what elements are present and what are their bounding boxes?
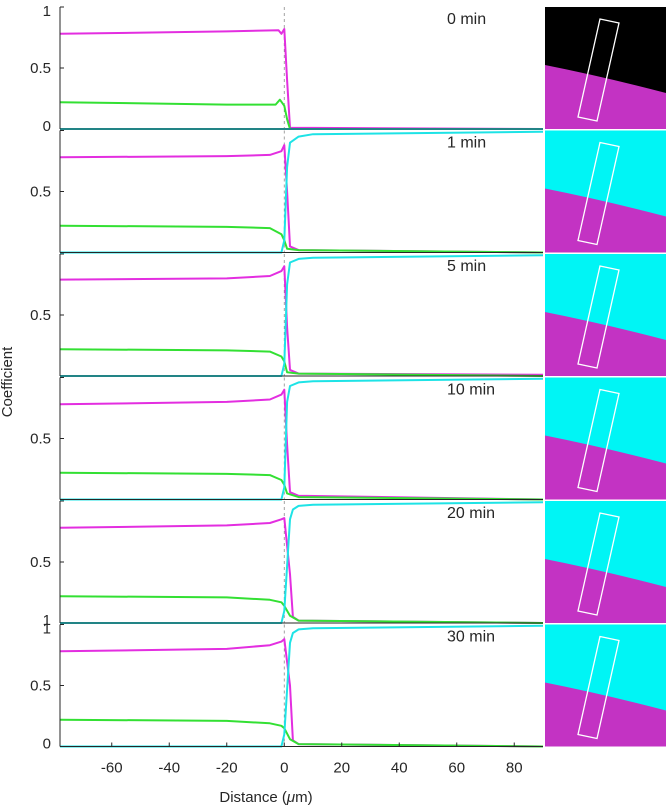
panel-time-label: 30 min xyxy=(447,629,495,646)
y-tick-label: 1 xyxy=(43,3,51,20)
x-tick-label: 60 xyxy=(448,760,465,777)
inset-roi-box xyxy=(577,18,620,122)
x-axis-label-prefix: Distance ( xyxy=(219,789,287,806)
y-tick-label: 0 xyxy=(43,118,51,135)
series-cyan-line xyxy=(60,624,544,748)
series-magenta-line xyxy=(59,517,544,624)
x-tick-label: 40 xyxy=(391,760,408,777)
y-tick-label: 0.5 xyxy=(30,184,51,201)
y-tick-label: 0.5 xyxy=(30,678,51,695)
inset-magenta-region xyxy=(545,312,666,376)
x-axis-label-suffix: m) xyxy=(295,789,313,806)
inset-roi-box xyxy=(577,265,620,369)
y-tick-label: 0.5 xyxy=(30,431,51,448)
x-axis-label: Distance (μm) xyxy=(219,789,312,806)
inset-magenta-region xyxy=(545,559,666,623)
x-tick-label: -40 xyxy=(158,760,180,777)
series-green-line xyxy=(59,718,544,748)
inset-5 xyxy=(545,624,666,747)
x-axis: -60 -40 -20 0 20 40 60 80 xyxy=(101,742,523,777)
panel-1: 0.5 1 min xyxy=(30,130,544,254)
x-tick-label: 20 xyxy=(333,760,350,777)
series-green-line xyxy=(59,471,544,501)
series-green-line xyxy=(59,224,544,254)
inset-4 xyxy=(545,501,666,623)
inset-magenta-region xyxy=(545,188,666,253)
y-tick-label: 0.5 xyxy=(30,554,51,571)
series-magenta-line xyxy=(59,144,544,254)
panel-3: 0.5 10 min xyxy=(30,377,544,501)
panel-0: 1 0.5 0 0 min xyxy=(30,3,544,135)
series-green-line xyxy=(59,595,544,624)
panel-time-label: 10 min xyxy=(447,382,495,399)
inset-magenta-region xyxy=(545,435,666,500)
series-magenta-line xyxy=(59,265,544,376)
insets-group xyxy=(545,7,666,747)
inset-roi-box xyxy=(577,388,620,493)
inset-roi-box xyxy=(577,141,620,246)
inset-2 xyxy=(545,254,666,376)
series-cyan-line xyxy=(60,377,544,501)
inset-0 xyxy=(545,7,666,129)
series-green-line xyxy=(59,348,544,377)
y-tick-label: 0.5 xyxy=(30,60,51,77)
series-magenta-line xyxy=(59,388,544,501)
y-tick-label: 0 xyxy=(43,736,51,753)
y-tick-label: 0.5 xyxy=(30,307,51,324)
series-magenta-line xyxy=(59,28,544,130)
panel-2: 0.5 5 min xyxy=(30,253,544,377)
inset-roi-box xyxy=(577,635,620,740)
series-cyan-line xyxy=(60,130,544,254)
x-tick-label: -60 xyxy=(101,760,123,777)
x-tick-label: 0 xyxy=(280,760,288,777)
panels-group: 1 0.5 0 0 min 0.5 1 min 0.5 5 min 0.5 10 min 0.5 1 2… xyxy=(30,3,544,753)
series-cyan-line xyxy=(60,501,544,624)
panel-time-label: 20 min xyxy=(447,505,495,522)
panel-4: 0.5 1 20 min xyxy=(30,500,544,629)
x-tick-label: 80 xyxy=(506,760,523,777)
y-axis-label: Coefficient xyxy=(0,346,16,417)
inset-magenta-region xyxy=(545,65,666,129)
series-magenta-line xyxy=(59,638,544,748)
inset-magenta-region xyxy=(545,682,666,747)
series-green-line xyxy=(59,98,543,130)
inset-3 xyxy=(545,377,666,500)
y-tick-label: 1 xyxy=(43,612,51,629)
panel-time-label: 0 min xyxy=(447,11,486,28)
x-axis-label-mu: μ xyxy=(286,789,295,806)
inset-1 xyxy=(545,130,666,253)
panel-time-label: 5 min xyxy=(447,258,486,275)
series-cyan-line xyxy=(60,254,544,377)
y-tick-label: 1 xyxy=(43,621,51,638)
x-tick-label: -20 xyxy=(216,760,238,777)
inset-roi-box xyxy=(577,512,620,616)
panel-time-label: 1 min xyxy=(447,135,486,152)
panel-5: 1 0.5 0 30 min xyxy=(30,621,544,753)
